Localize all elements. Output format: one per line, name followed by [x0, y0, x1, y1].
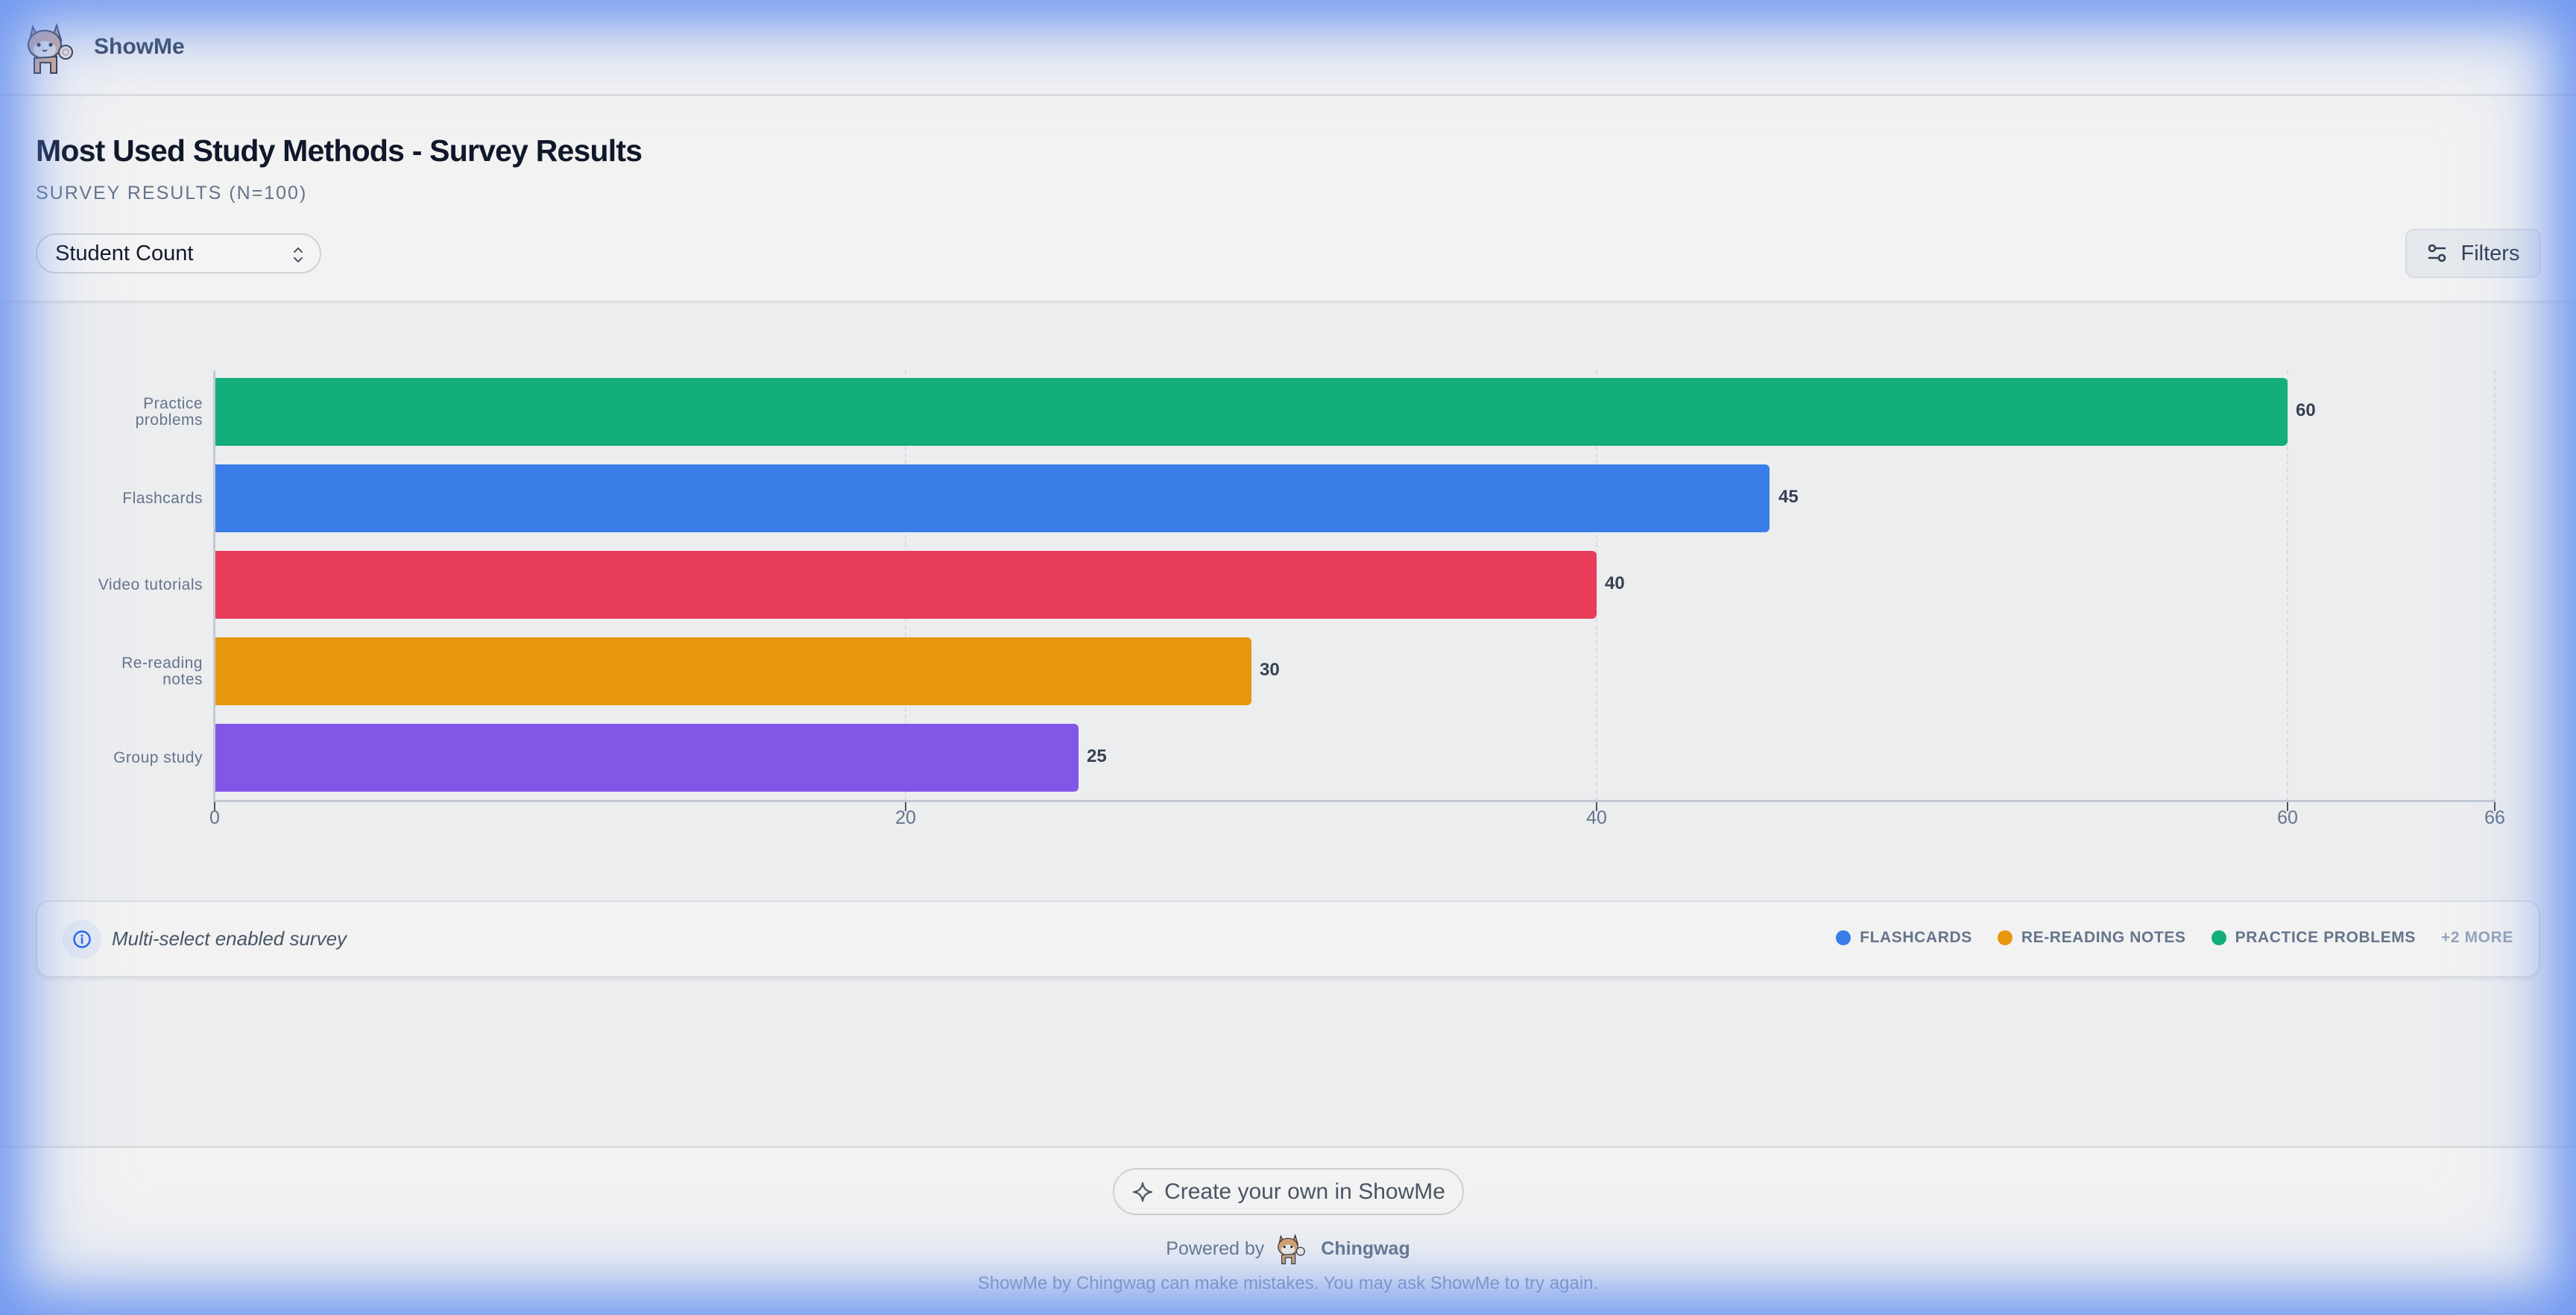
- legend-more-button[interactable]: +2 MORE: [2441, 929, 2513, 946]
- page-title: Most Used Study Methods - Survey Results: [36, 133, 643, 168]
- disclaimer: ShowMe by Chingwag can make mistakes. Yo…: [977, 1273, 1599, 1293]
- bar-value-group-study: 25: [1087, 746, 1107, 766]
- x-tick: [1596, 802, 1597, 811]
- legend-dot-icon: [2211, 930, 2226, 945]
- y-axis: [213, 370, 215, 803]
- page-subtitle: SURVEY RESULTS (N=100): [36, 183, 308, 204]
- legend-dot-icon: [1836, 930, 1852, 945]
- y-label-line: notes: [162, 671, 203, 688]
- chevron-up-down-icon: [294, 247, 303, 263]
- sliders-icon: [2428, 244, 2446, 262]
- powered-by: Powered by Chingwag: [0, 1230, 2576, 1267]
- bar-practice-problems[interactable]: [215, 378, 2288, 446]
- y-label-flashcards: Flashcards: [122, 490, 203, 507]
- x-tick: [905, 802, 906, 811]
- x-axis: [213, 800, 2496, 802]
- info-icon-badge: [63, 920, 101, 959]
- chart-area: 60 Practice problems 45 Flashcards 40 Vi…: [0, 303, 2576, 1146]
- y-label-line: Re-reading: [121, 655, 203, 672]
- gridline-40: [1596, 370, 1597, 801]
- gridline-60: [2287, 370, 2288, 801]
- x-tick-label: 20: [895, 807, 916, 828]
- x-tick: [214, 802, 215, 811]
- y-label-line: Practice: [143, 395, 203, 412]
- filters-label: Filters: [2460, 241, 2520, 265]
- bar-video-tutorials[interactable]: [215, 551, 1597, 619]
- create-your-own-label: Create your own in ShowMe: [1164, 1179, 1445, 1204]
- bar-flashcards[interactable]: [215, 464, 1770, 532]
- y-label-practice-problems: Practice problems: [136, 396, 203, 429]
- chart-toolbar: Most Used Study Methods - Survey Results…: [0, 96, 2576, 303]
- bar-value-practice-problems: 60: [2296, 400, 2316, 420]
- bar-chart: 60 Practice problems 45 Flashcards 40 Vi…: [0, 303, 2576, 840]
- company-name: Chingwag: [1321, 1237, 1410, 1259]
- bar-value-flashcards: 45: [1778, 487, 1799, 507]
- info-text: Multi-select enabled survey: [112, 927, 347, 950]
- x-tick-label: 0: [209, 807, 220, 828]
- y-label-line: problems: [135, 411, 203, 429]
- x-tick-label: 40: [1586, 807, 1607, 828]
- sparkle-icon: [1132, 1182, 1153, 1202]
- info-card: Multi-select enabled survey FLASHCARDS R…: [36, 901, 2540, 977]
- shiba-dog-logo-icon: [28, 22, 73, 74]
- x-tick-label: 60: [2277, 807, 2298, 828]
- y-label-group-study: Group study: [113, 749, 203, 766]
- legend-label: RE-READING NOTES: [2021, 929, 2186, 946]
- legend-dot-icon: [1997, 930, 2012, 945]
- legend-item-flashcards[interactable]: FLASHCARDS: [1836, 929, 1972, 947]
- metric-select[interactable]: Student Count: [36, 233, 321, 274]
- info-icon: [73, 930, 91, 948]
- create-your-own-button[interactable]: Create your own in ShowMe: [1113, 1168, 1464, 1215]
- x-tick: [2494, 802, 2496, 811]
- bar-group-study[interactable]: [215, 724, 1079, 792]
- filters-button[interactable]: Filters: [2405, 229, 2541, 278]
- footer: Create your own in ShowMe Powered by Chi…: [0, 1146, 2576, 1315]
- y-label-re-reading-notes: Re-reading notes: [121, 655, 203, 688]
- app-header: ShowMe: [0, 0, 2576, 96]
- powered-by-label: Powered by: [1166, 1237, 1265, 1259]
- legend-label: FLASHCARDS: [1860, 929, 1972, 946]
- legend-item-practice-problems[interactable]: PRACTICE PROBLEMS: [2211, 929, 2416, 947]
- chart-legend: FLASHCARDS RE-READING NOTES PRACTICE PRO…: [1836, 929, 2513, 947]
- brand-name: ShowMe: [94, 34, 185, 59]
- bar-re-reading-notes[interactable]: [215, 637, 1251, 705]
- gridline-66: [2494, 370, 2496, 801]
- chingwag-dog-icon: [1278, 1234, 1306, 1264]
- bar-value-video-tutorials: 40: [1605, 573, 1625, 593]
- legend-label: PRACTICE PROBLEMS: [2235, 929, 2416, 946]
- x-tick: [2287, 802, 2288, 811]
- x-tick-label: 66: [2484, 807, 2505, 828]
- bar-value-re-reading-notes: 30: [1260, 660, 1280, 680]
- metric-select-value: Student Count: [55, 241, 194, 265]
- y-label-video-tutorials: Video tutorials: [98, 576, 203, 593]
- legend-item-re-reading-notes[interactable]: RE-READING NOTES: [1997, 929, 2186, 947]
